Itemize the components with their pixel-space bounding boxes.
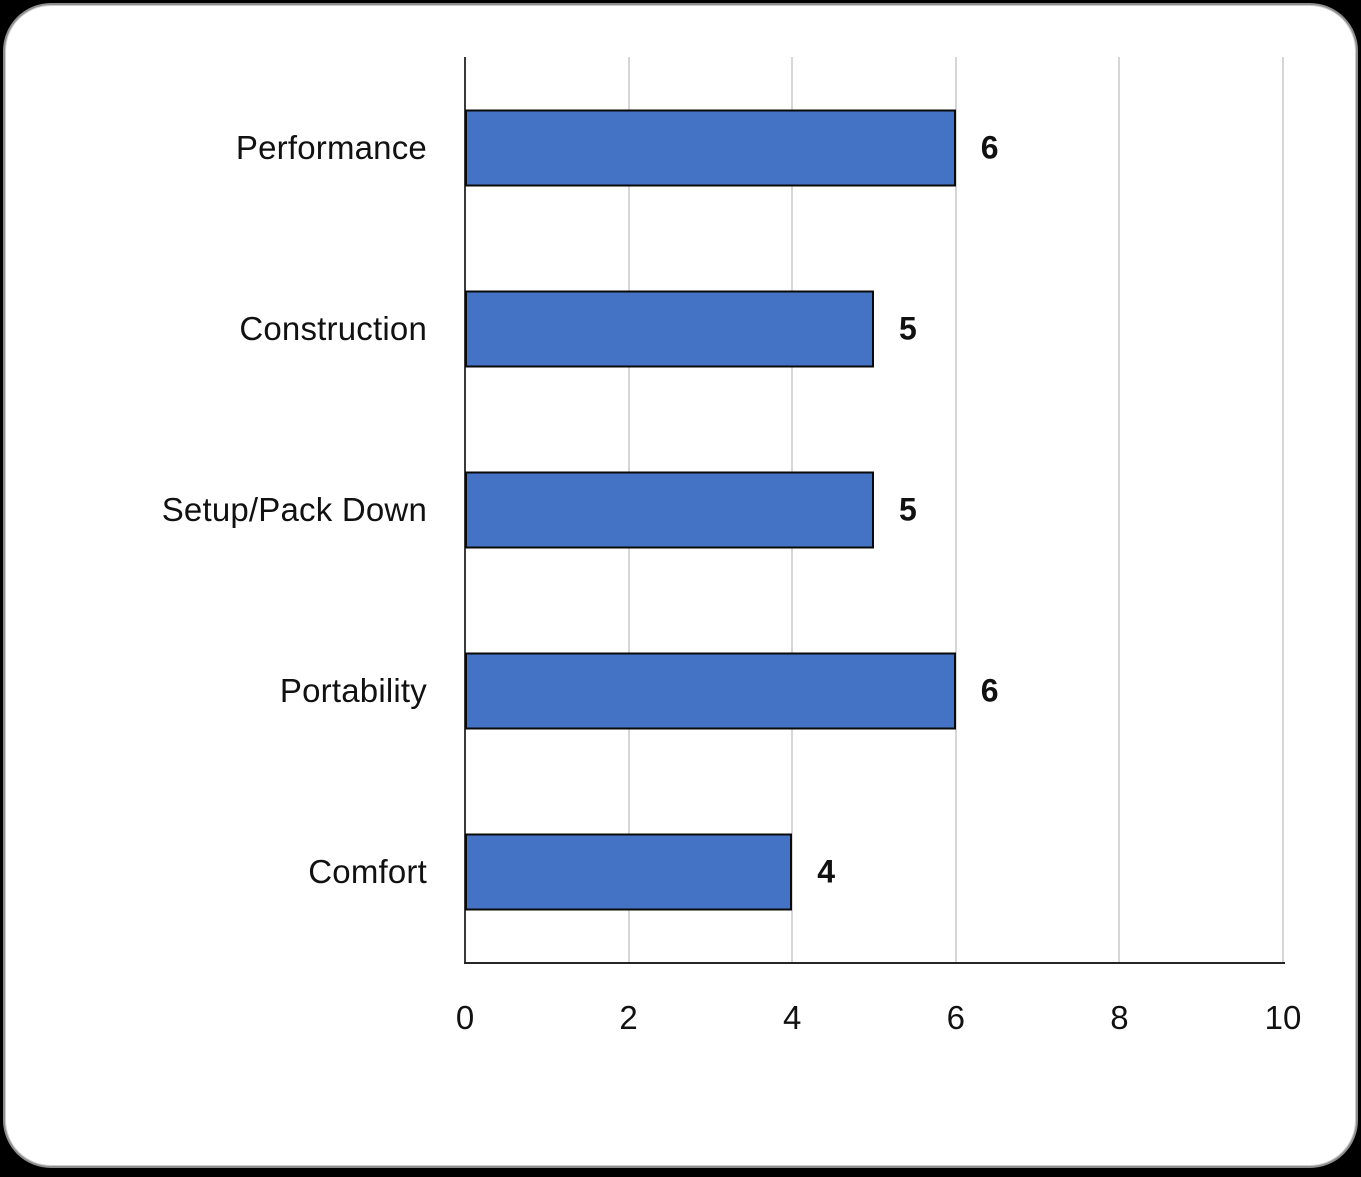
category-label: Comfort [308,853,427,891]
value-label: 5 [899,491,917,528]
bar [465,109,956,187]
x-axis-tick-label: 2 [619,999,638,1036]
plot-area: Performance 6 Construction 5 Setup/Pack … [162,57,1301,1036]
bar-row: Portability 6 [280,601,1283,782]
bar-rows: Performance 6 Construction 5 Setup/Pack … [162,57,1283,963]
bar [465,652,956,730]
bar [465,833,793,911]
x-axis-tick-label: 10 [1264,999,1302,1036]
category-label: Performance [235,128,427,166]
category-label: Portability [279,672,427,710]
x-axis-tick-label: 6 [946,999,965,1036]
x-axis-tick-label: 8 [1110,999,1129,1036]
bar-row: Construction 5 [239,238,1283,419]
bar-row: Comfort 4 [308,782,1283,963]
x-axis-line [464,961,1285,964]
value-label: 6 [980,672,999,709]
value-label: 4 [817,853,835,890]
gridline [1282,57,1284,963]
x-axis-tick-label: 4 [783,999,802,1036]
bar-row: Setup/Pack Down 5 [162,419,1283,600]
x-axis-tick-labels: 0 2 4 6 8 10 [456,999,1302,1043]
gridline [954,57,957,963]
bar [465,471,874,549]
gridline [1118,57,1121,963]
category-label: Construction [239,309,427,347]
chart-card: Performance 6 Construction 5 Setup/Pack … [3,3,1358,1168]
bar [465,290,874,368]
category-label: Setup/Pack Down [161,490,427,528]
value-label: 5 [899,310,917,347]
x-axis-tick-label: 0 [455,999,475,1036]
value-label: 6 [980,129,999,166]
bar-row: Performance 6 [236,57,1283,238]
